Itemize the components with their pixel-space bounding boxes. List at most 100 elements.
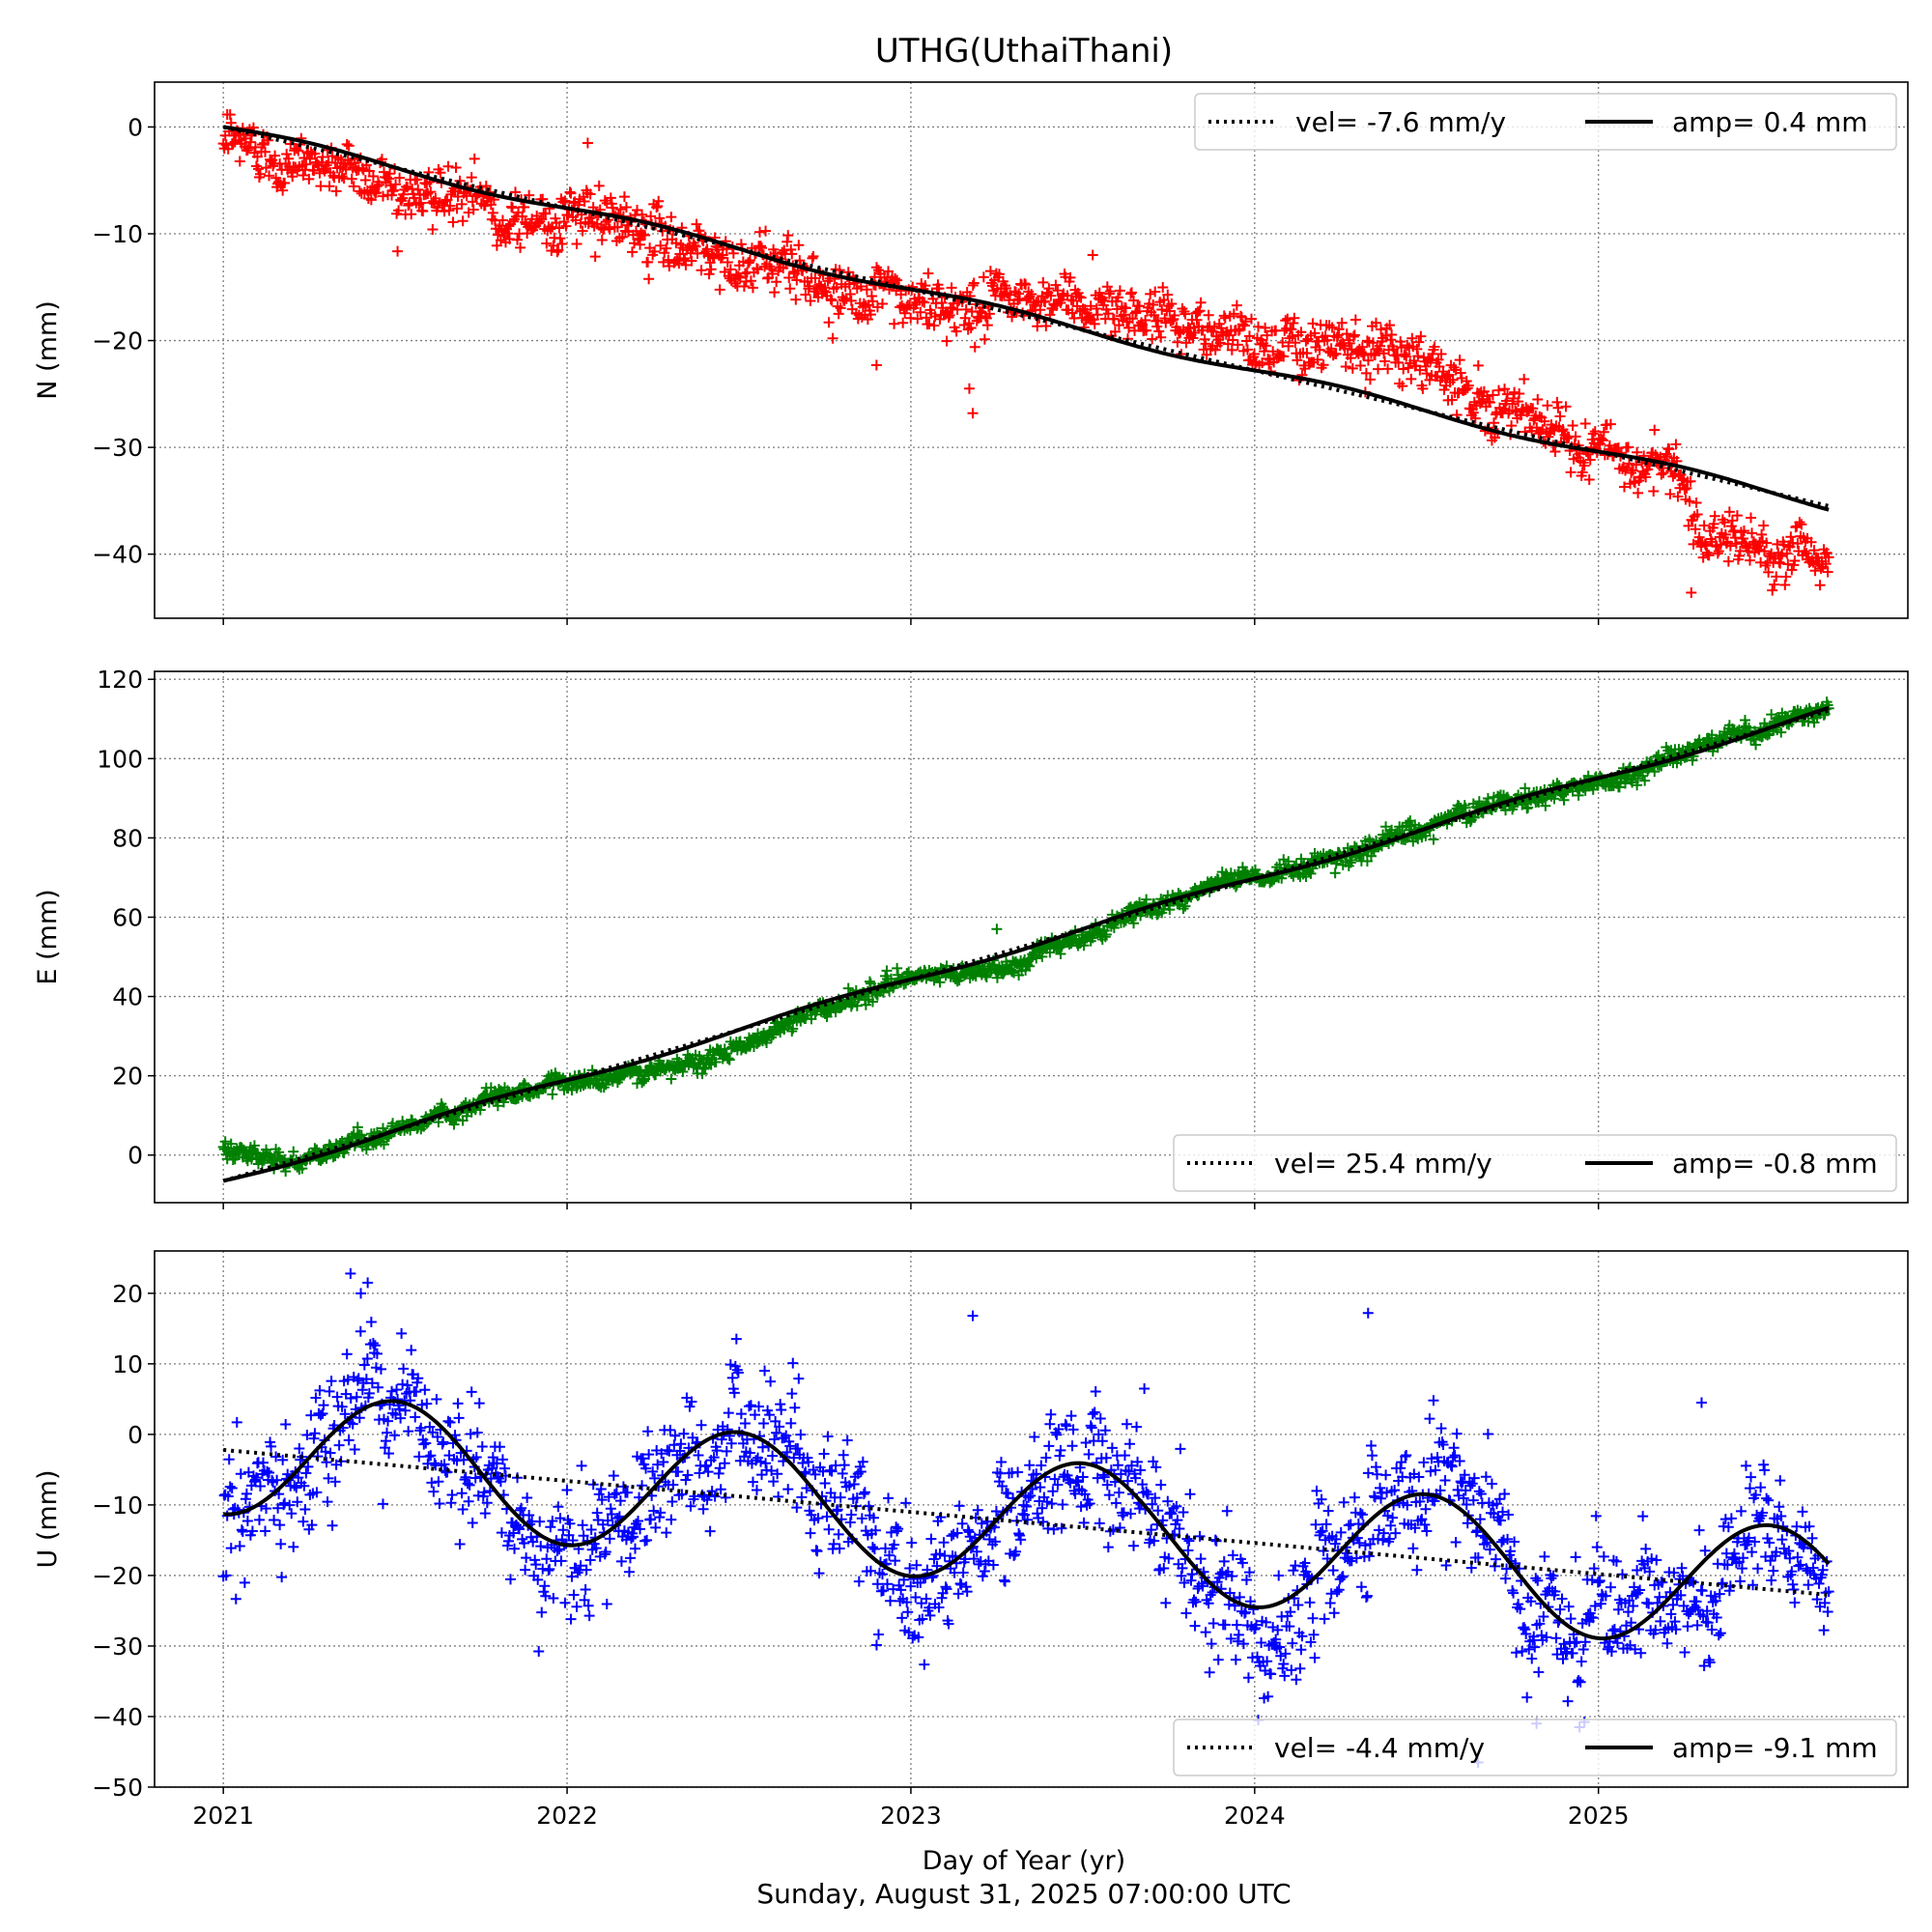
y-tick-label: −40 [92, 1703, 143, 1731]
data-point [465, 1429, 476, 1440]
data-point [457, 215, 469, 227]
data-point [1447, 1452, 1459, 1463]
data-point [858, 1489, 869, 1500]
data-point [1052, 285, 1064, 297]
data-point [1709, 510, 1720, 522]
data-point [1640, 471, 1652, 483]
data-point [326, 1376, 337, 1387]
data-point [354, 1412, 365, 1424]
data-point [1275, 1650, 1287, 1662]
data-point [389, 1430, 401, 1441]
data-point [1092, 309, 1103, 321]
data-point [262, 1465, 273, 1477]
data-point [923, 318, 935, 329]
data-point [658, 1457, 669, 1468]
data-point [1532, 1575, 1544, 1586]
data-point [1015, 1534, 1027, 1546]
data-point [294, 1442, 305, 1454]
data-point [1356, 1509, 1368, 1520]
data-point [940, 1581, 952, 1593]
data-point [1128, 295, 1140, 306]
data-point [1760, 559, 1772, 571]
data-point [711, 243, 723, 255]
data-point [1552, 402, 1564, 413]
data-point [923, 1602, 935, 1613]
data-point [361, 1352, 373, 1364]
data-point [890, 1555, 901, 1567]
y-tick-label: 20 [112, 1063, 143, 1091]
data-point [745, 1400, 756, 1411]
data-point [1376, 1492, 1387, 1504]
data-point [1291, 1674, 1302, 1686]
data-point [877, 298, 889, 310]
data-point [789, 1402, 801, 1413]
data-point [230, 1593, 242, 1605]
data-point [244, 136, 256, 148]
data-point [304, 153, 316, 164]
data-point [589, 251, 601, 263]
data-point [1573, 1675, 1584, 1687]
data-point [923, 268, 934, 279]
data-point [310, 1392, 322, 1404]
data-point [1113, 1487, 1124, 1498]
data-point [442, 1415, 454, 1427]
data-point [456, 1488, 468, 1499]
data-point [1125, 288, 1137, 299]
data-point [1125, 1508, 1137, 1520]
data-point [1815, 563, 1827, 575]
data-point [504, 1574, 516, 1585]
data-point [1746, 512, 1757, 524]
data-point [917, 1613, 928, 1625]
data-point [1183, 1535, 1195, 1547]
data-point [1683, 1608, 1694, 1620]
data-point [714, 1463, 725, 1474]
data-point [370, 187, 382, 199]
data-point [1375, 340, 1386, 352]
data-point [1169, 309, 1180, 321]
data-point [225, 1138, 237, 1150]
data-point [1277, 1662, 1289, 1674]
data-point [1037, 951, 1048, 962]
data-point [648, 1505, 660, 1517]
data-point [1530, 1573, 1542, 1584]
data-point [649, 245, 661, 257]
data-point [919, 297, 930, 308]
data-point [864, 976, 875, 987]
data-point [916, 1598, 927, 1609]
data-point [1094, 1518, 1105, 1529]
data-point [236, 1524, 247, 1536]
data-point [1354, 360, 1366, 372]
data-point [384, 173, 395, 185]
data-point [286, 1508, 298, 1520]
data-point [1329, 1538, 1341, 1549]
data-point [1110, 1497, 1122, 1509]
data-point [607, 202, 618, 213]
data-point [1818, 709, 1830, 721]
data-point [1231, 1619, 1242, 1631]
data-point [1102, 308, 1114, 320]
data-point [410, 1411, 421, 1423]
data-point [767, 1450, 779, 1462]
data-point [419, 1384, 431, 1396]
data-point [447, 216, 459, 228]
data-point [700, 1460, 712, 1471]
data-point [254, 168, 266, 180]
data-point [1701, 1605, 1713, 1617]
data-point [1045, 1408, 1057, 1420]
data-point [614, 1495, 626, 1507]
data-point [724, 264, 736, 275]
data-point [1263, 1690, 1274, 1702]
data-point [738, 281, 750, 293]
data-point [684, 1401, 696, 1412]
data-point [1036, 1460, 1047, 1471]
data-point [1101, 1479, 1113, 1491]
data-point [726, 1372, 738, 1383]
data-point [1019, 278, 1031, 290]
data-point [494, 1441, 505, 1453]
data-point [1378, 1534, 1389, 1546]
data-point [1385, 334, 1397, 346]
data-point [1160, 1597, 1172, 1608]
data-point [1106, 1442, 1118, 1454]
data-point [1771, 571, 1782, 582]
data-point [1295, 1644, 1307, 1656]
